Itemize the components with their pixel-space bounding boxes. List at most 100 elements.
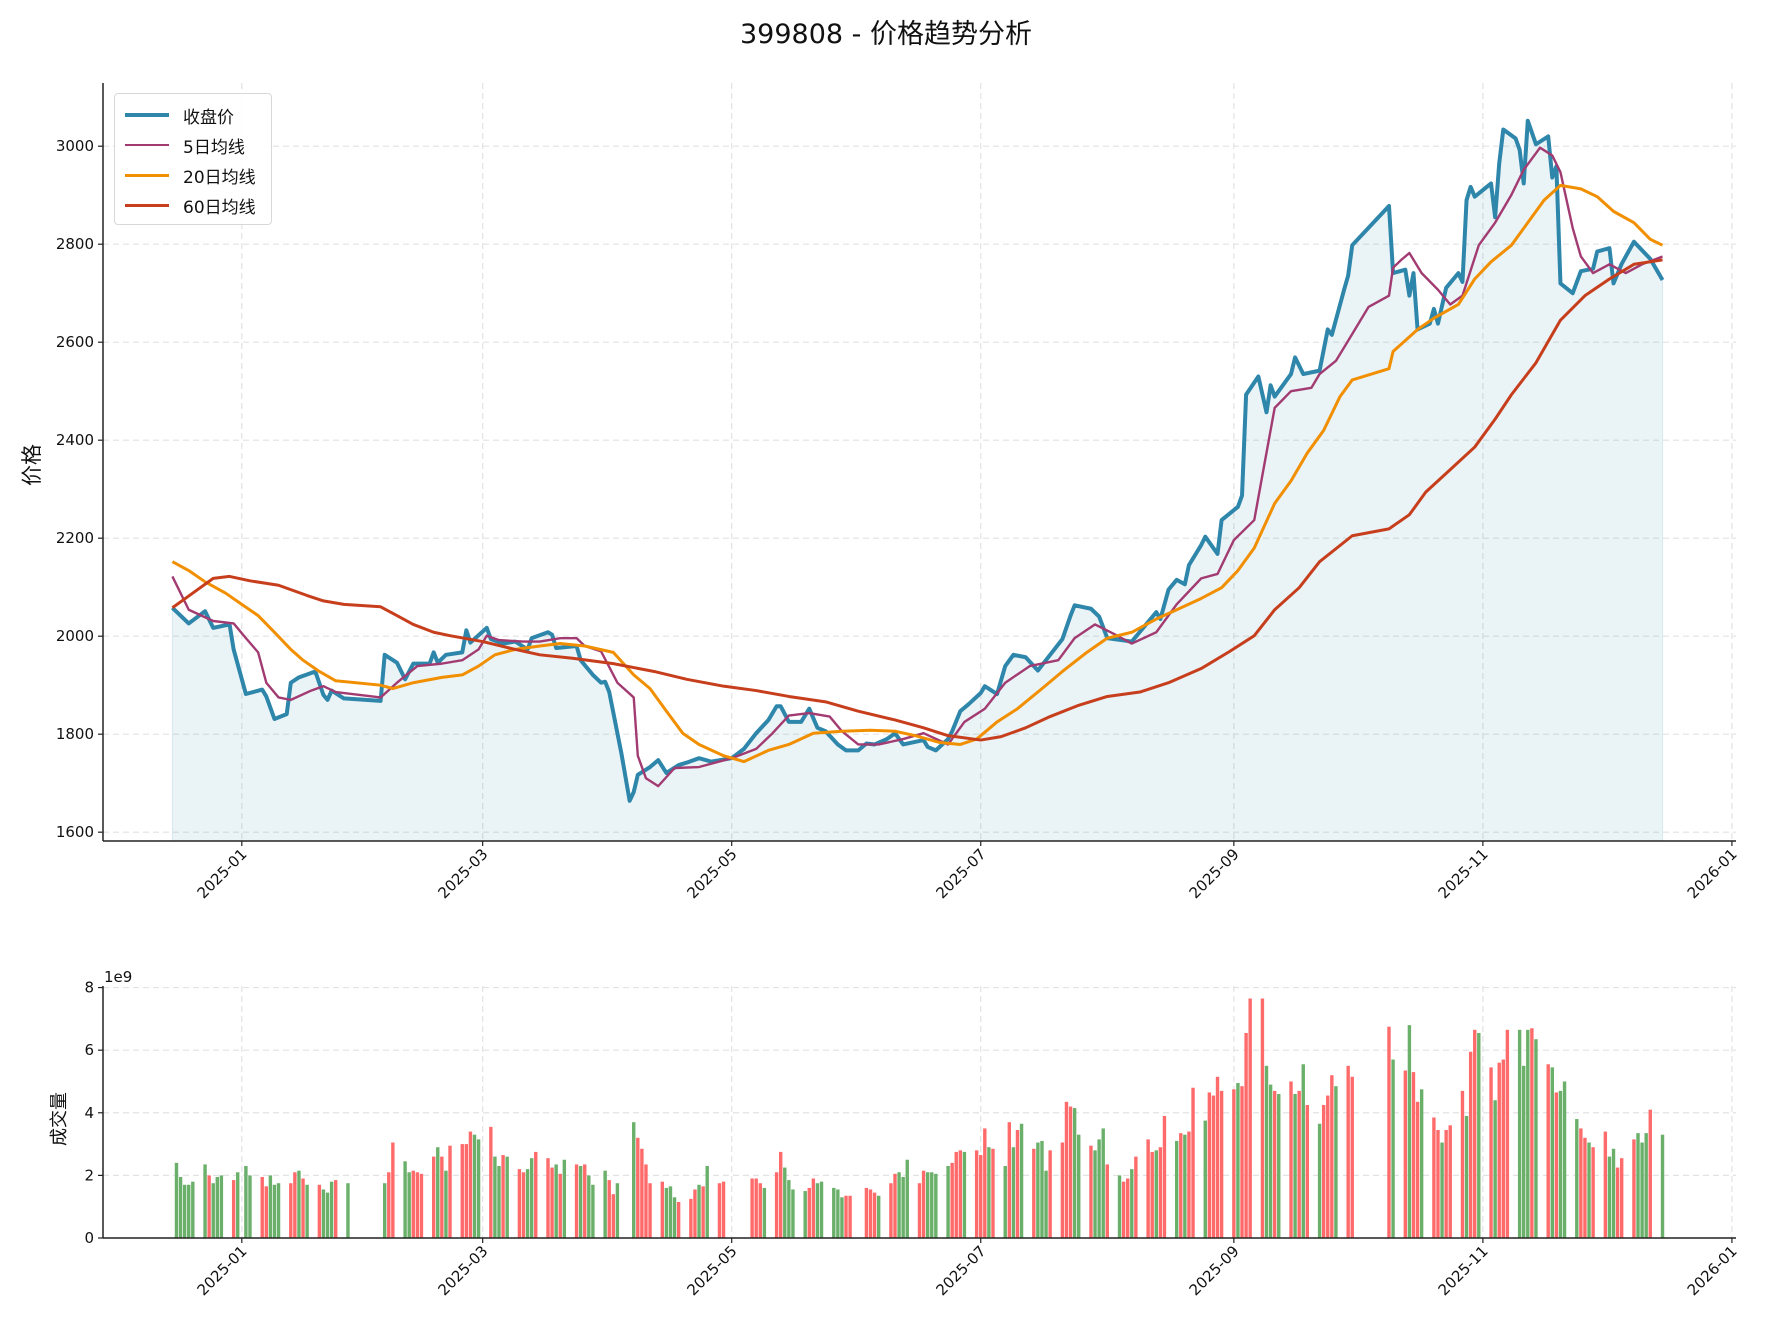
volume-bar — [268, 1175, 273, 1238]
legend-item-close: 收盘价 — [115, 100, 271, 130]
volume-bar — [529, 1158, 534, 1238]
volume-bar — [211, 1183, 215, 1238]
volume-bar — [640, 1148, 644, 1238]
volume-bar — [191, 1181, 195, 1238]
volume-bar — [840, 1197, 844, 1238]
volume-bar — [419, 1173, 424, 1238]
volume-bar — [334, 1180, 338, 1238]
volume-bar — [1583, 1137, 1587, 1238]
price-y-tick-label: 2200 — [56, 529, 94, 547]
volume-bar — [819, 1181, 824, 1238]
volume-x-tick-label: 2026-01 — [1684, 1242, 1741, 1299]
volume-bar — [1403, 1070, 1408, 1238]
volume-bar — [1619, 1158, 1624, 1238]
volume-bar — [1611, 1148, 1616, 1238]
volume-x-tick-label: 2025-09 — [1186, 1242, 1243, 1299]
volume-bar — [1660, 1134, 1665, 1238]
volume-bar — [701, 1186, 705, 1238]
volume-bar — [574, 1164, 579, 1238]
volume-bar — [1522, 1065, 1526, 1238]
volume-bar — [1215, 1076, 1220, 1238]
volume-bar — [1207, 1092, 1212, 1238]
volume-bar — [1517, 1029, 1522, 1238]
legend-label: 收盘价 — [183, 107, 234, 128]
volume-bar — [901, 1176, 905, 1238]
chart-title: 399808 - 价格趋势分析 — [740, 19, 1032, 50]
volume-bar — [1003, 1166, 1007, 1238]
volume-bar — [844, 1195, 848, 1238]
legend-swatch-ma60 — [125, 203, 169, 207]
price-x-tick-label: 2025-09 — [1186, 845, 1243, 902]
volume-bar — [215, 1176, 220, 1238]
volume-bar — [921, 1170, 926, 1238]
volume-bar — [219, 1175, 224, 1238]
volume-bar — [787, 1180, 791, 1238]
volume-bar — [754, 1178, 758, 1238]
volume-bar — [983, 1128, 987, 1238]
volume-bar — [962, 1151, 967, 1238]
volume-bar — [644, 1164, 648, 1238]
volume-bar — [1477, 1032, 1481, 1238]
volume-bar — [174, 1162, 179, 1238]
volume-bar — [1419, 1089, 1424, 1238]
volume-bar — [934, 1173, 938, 1238]
volume-bar — [1632, 1139, 1636, 1238]
volume-bar — [615, 1183, 620, 1238]
price-x-tick-label: 2025-01 — [194, 845, 251, 902]
volume-bar — [1019, 1123, 1024, 1238]
volume-bar — [648, 1183, 652, 1238]
volume-bar — [1044, 1170, 1048, 1238]
volume-bar — [872, 1192, 877, 1238]
volume-bar — [1015, 1130, 1020, 1238]
volume-bar — [1011, 1147, 1016, 1238]
volume-bar — [1130, 1169, 1134, 1238]
volume-bar — [1277, 1094, 1281, 1238]
volume-bar — [1448, 1125, 1452, 1238]
volume-bar — [407, 1172, 411, 1238]
price-y-tick-label: 3000 — [56, 137, 94, 155]
volume-bar — [762, 1187, 767, 1238]
volume-bar — [893, 1173, 897, 1238]
volume-bar — [587, 1175, 591, 1238]
volume-bar — [815, 1183, 820, 1238]
legend-item-ma60: 60日均线 — [115, 190, 271, 220]
volume-bar — [203, 1164, 207, 1238]
volume-bar — [958, 1150, 963, 1238]
volume-bar — [1460, 1090, 1465, 1238]
volume-bar — [717, 1183, 722, 1238]
volume-bar — [1158, 1147, 1163, 1238]
volume-bar — [1575, 1119, 1579, 1238]
volume-bar — [1121, 1181, 1126, 1238]
legend-swatch-ma20 — [125, 173, 169, 177]
volume-bar — [525, 1169, 530, 1238]
volume-bar — [1048, 1150, 1052, 1238]
volume-bar — [272, 1184, 277, 1238]
volume-bar — [448, 1145, 452, 1238]
volume-bar — [1636, 1133, 1640, 1238]
volume-x-tick-label: 2025-03 — [434, 1242, 491, 1299]
price-y-tick-label: 1600 — [56, 823, 94, 841]
volume-axis-label: 成交量 — [49, 1092, 70, 1146]
volume-bar — [868, 1189, 873, 1238]
volume-bar — [1244, 1032, 1248, 1238]
volume-bar — [1260, 998, 1265, 1238]
volume-bar — [1089, 1145, 1093, 1238]
volume-bar — [1350, 1076, 1354, 1238]
volume-bar — [1236, 1083, 1240, 1238]
volume-bar — [836, 1189, 840, 1238]
volume-bar — [876, 1195, 881, 1238]
volume-bar — [1154, 1150, 1158, 1238]
volume-bar — [721, 1181, 726, 1238]
volume-bar — [1648, 1109, 1652, 1238]
volume-bar — [382, 1183, 387, 1238]
volume-bar — [583, 1164, 587, 1238]
volume-bar — [778, 1151, 783, 1238]
volume-bar — [930, 1172, 934, 1238]
volume-bar — [1497, 1062, 1501, 1238]
volume-bar — [497, 1166, 501, 1238]
volume-bar — [1293, 1094, 1297, 1238]
price-y-tick-label: 1800 — [56, 725, 94, 743]
volume-bar — [521, 1172, 526, 1238]
volume-bar — [889, 1183, 893, 1238]
